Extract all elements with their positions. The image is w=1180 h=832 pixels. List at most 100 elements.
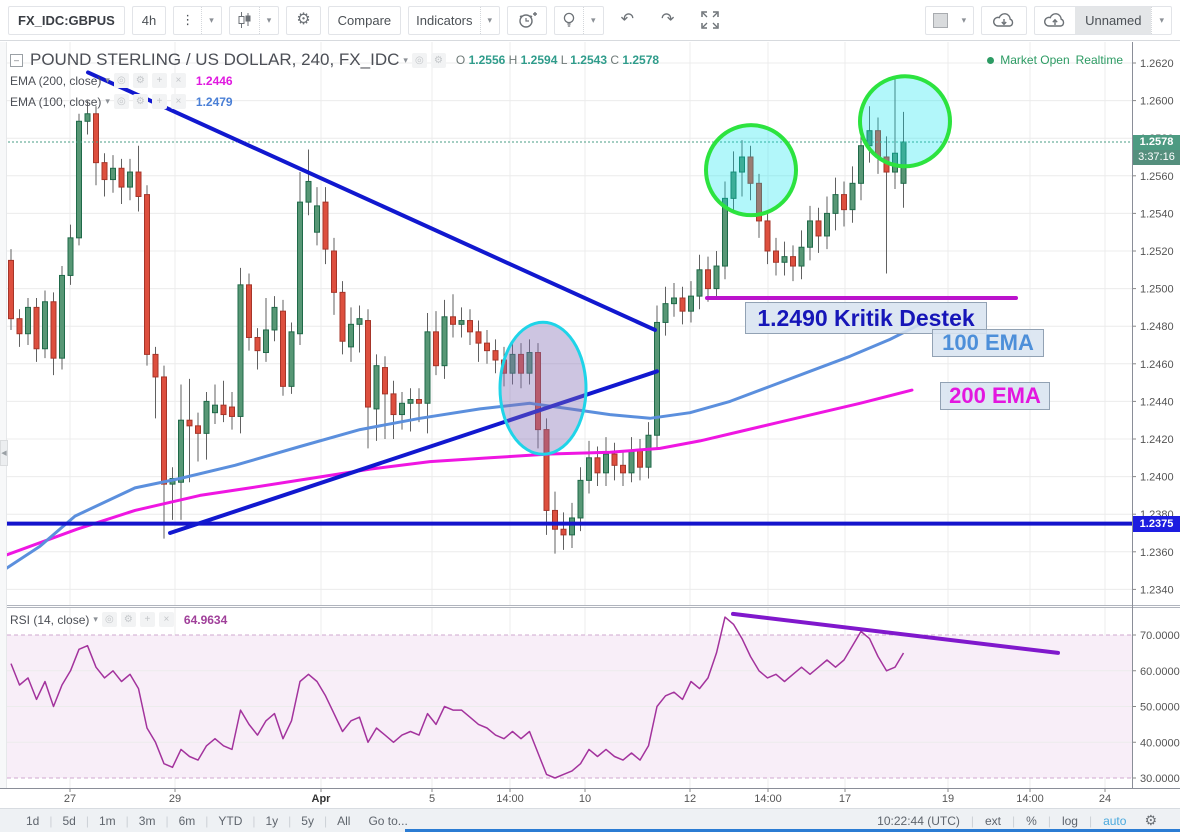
interval-menu-icon[interactable]: ⋮	[181, 12, 195, 27]
eye-icon[interactable]: ◎	[113, 73, 129, 88]
rsi-pane[interactable]	[8, 608, 1132, 788]
color-swatch-icon	[932, 12, 948, 28]
gear-icon[interactable]: ⚙	[132, 94, 148, 109]
annotation-200-ema[interactable]: 200 EMA	[940, 382, 1050, 410]
divider: |	[252, 813, 256, 828]
annotation-kritik-destek[interactable]: 1.2490 Kritik Destek	[745, 302, 987, 334]
bottom-toolbar: 1d | 5d | 1m | 3m | 6m | YTD | 1y | 5y | All Go to... 10…	[0, 808, 1180, 832]
range-5y[interactable]: 5y	[301, 813, 314, 828]
chevron-down-icon[interactable]: ▾	[93, 614, 98, 624]
bottom-toolbar-right: 10:22:44 (UTC) | ext | % | log | auto ⚙	[868, 812, 1166, 829]
ideas-dropdown-button[interactable]: ▾	[583, 6, 603, 34]
pair-title[interactable]: POUND STERLING / US DOLLAR, 240, FX_IDC	[30, 50, 400, 69]
undo-button[interactable]: ↶	[610, 5, 644, 35]
range-1d[interactable]: 1d	[26, 813, 40, 828]
clock-label[interactable]: 10:22:44 (UTC)	[877, 813, 960, 828]
theme-group: ▾	[924, 5, 975, 35]
eye-icon[interactable]: ◎	[101, 612, 117, 627]
save-layout-button[interactable]	[1035, 7, 1075, 34]
range-3m[interactable]: 3m	[138, 813, 156, 828]
eye-icon[interactable]: ◎	[411, 52, 427, 68]
close-icon[interactable]: ×	[158, 612, 174, 627]
gear-icon: ⚙	[296, 11, 311, 28]
interval-button[interactable]: 4h	[131, 5, 167, 35]
svg-text:19: 19	[942, 793, 954, 805]
ema100-label[interactable]: EMA (100, close)	[10, 94, 102, 109]
rsi-value: 64.9634	[183, 612, 228, 627]
chevron-down-icon[interactable]: ▾	[105, 75, 110, 85]
chevron-down-icon[interactable]: ▾	[403, 54, 408, 65]
chart-style-group: ▾	[228, 5, 280, 35]
candlestick-style-button[interactable]	[230, 7, 259, 34]
chart-style-dropdown-button[interactable]: ▾	[258, 6, 279, 34]
drawing-toolbar-toggle[interactable]: ◀	[0, 440, 8, 466]
compare-button[interactable]: Compare	[327, 5, 402, 35]
svg-text:30.0000: 30.0000	[1140, 773, 1180, 785]
close-icon[interactable]: ×	[170, 94, 186, 109]
range-1y[interactable]: 1y	[265, 813, 279, 828]
divider: |	[323, 813, 328, 828]
layout-dropdown-button[interactable]: ▾	[1151, 6, 1171, 34]
svg-text:17: 17	[839, 793, 851, 805]
goto-button[interactable]: Go to...	[368, 813, 408, 828]
annotation-100-ema[interactable]: 100 EMA	[932, 329, 1044, 357]
svg-text:1.2540: 1.2540	[1140, 208, 1174, 220]
collapse-legend-icon[interactable]: –	[10, 53, 23, 67]
auto-toggle[interactable]: auto	[1103, 813, 1127, 828]
realtime-label: Realtime	[1075, 53, 1123, 67]
range-YTD[interactable]: YTD	[218, 813, 243, 828]
eye-icon[interactable]: ◎	[113, 94, 129, 109]
market-status: Market Open Realtime	[987, 53, 1123, 67]
symbol-search-button[interactable]: FX_IDC:GBPUS	[8, 5, 125, 35]
indicators-button[interactable]: Indicators	[416, 12, 473, 28]
svg-text:1.2420: 1.2420	[1140, 434, 1174, 446]
redo-button[interactable]: ↷	[650, 5, 685, 35]
market-status-label: Market Open	[1000, 53, 1070, 67]
svg-text:1.2340: 1.2340	[1140, 584, 1174, 596]
percent-toggle[interactable]: %	[1026, 813, 1037, 828]
interval-dropdown-button[interactable]: ▾	[201, 6, 221, 34]
theme-dropdown-button[interactable]: ▾	[955, 7, 974, 34]
range-6m[interactable]: 6m	[178, 813, 196, 828]
svg-text:10: 10	[579, 793, 591, 805]
lightbulb-icon	[563, 12, 575, 27]
svg-text:14:00: 14:00	[1016, 793, 1044, 805]
svg-text:1.2400: 1.2400	[1140, 472, 1174, 484]
fullscreen-button[interactable]	[691, 5, 730, 35]
time-axis[interactable]	[0, 788, 1132, 808]
gear-icon[interactable]: ⚙	[1144, 812, 1157, 828]
range-5d[interactable]: 5d	[62, 813, 76, 828]
range-1m[interactable]: 1m	[98, 813, 116, 828]
add-icon[interactable]: +	[139, 612, 155, 627]
chart-properties-button[interactable]: ⚙	[286, 5, 321, 35]
divider: |	[165, 813, 169, 828]
candlestick-icon	[238, 12, 251, 28]
ext-toggle[interactable]: ext	[985, 813, 1002, 828]
close-icon[interactable]: ×	[170, 73, 186, 88]
chart-canvas[interactable]: 1.23401.23601.23801.24001.24201.24401.24…	[0, 42, 1180, 808]
layout-name-label[interactable]: Unnamed	[1075, 6, 1152, 34]
svg-text:1.2480: 1.2480	[1140, 321, 1174, 333]
chevron-down-icon[interactable]: ▾	[105, 96, 110, 106]
top-toolbar: FX_IDC:GBPUS 4h ⋮ ▾ ▾ ⚙ Compare Indicato…	[0, 0, 1180, 41]
add-icon[interactable]: +	[151, 94, 167, 109]
chevron-down-icon: ▾	[1159, 14, 1164, 25]
toolbar-right-group: ▾ Unnamed ▾	[924, 5, 1172, 35]
gear-icon[interactable]: ⚙	[430, 52, 446, 68]
gear-icon[interactable]: ⚙	[120, 612, 136, 627]
last-price-badge: 1.2578	[1133, 135, 1180, 150]
divider: |	[49, 813, 53, 828]
ideas-button[interactable]	[555, 7, 583, 34]
redo-icon: ↷	[660, 11, 675, 28]
theme-swatch-button[interactable]	[926, 7, 955, 34]
svg-text:12: 12	[684, 793, 696, 805]
indicators-dropdown-button[interactable]: ▾	[479, 6, 500, 34]
add-alert-button[interactable]	[507, 5, 548, 35]
log-toggle[interactable]: log	[1061, 813, 1078, 828]
range-All[interactable]: All	[337, 813, 351, 828]
ema200-label[interactable]: EMA (200, close)	[10, 73, 102, 88]
add-icon[interactable]: +	[151, 73, 167, 88]
gear-icon[interactable]: ⚙	[132, 73, 148, 88]
load-layout-button[interactable]	[981, 5, 1028, 35]
rsi-label[interactable]: RSI (14, close)	[10, 612, 90, 627]
